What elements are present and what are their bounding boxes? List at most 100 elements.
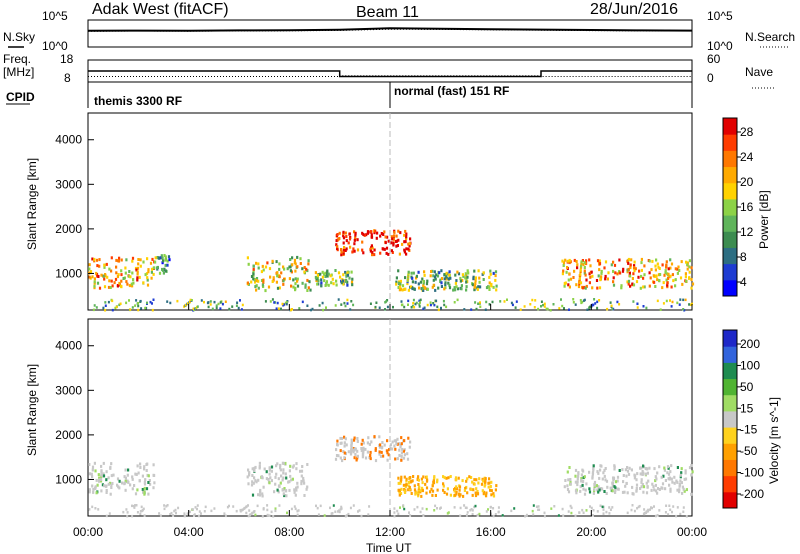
echo-cell	[302, 479, 305, 483]
ground-scatter-cell	[245, 505, 248, 508]
echo-cell	[110, 486, 113, 489]
echo-cell	[282, 476, 285, 480]
nsky-panel: N.Sky 10^5 10^0 10^5 10^0 N.Search	[3, 9, 795, 53]
echo-cell	[490, 282, 493, 286]
echo-cell	[492, 492, 495, 496]
echo-cell	[254, 280, 257, 284]
echo-cell	[105, 491, 108, 494]
ground-scatter-cell	[198, 510, 201, 513]
echo-cell	[614, 271, 617, 275]
echo-cell	[494, 278, 497, 282]
echo-cell	[305, 267, 308, 271]
echo-cell	[288, 480, 291, 484]
ground-scatter-cell	[609, 301, 612, 304]
echo-cell	[251, 480, 254, 484]
echo-cell	[370, 246, 373, 250]
echo-cell	[303, 481, 306, 485]
echo-cell	[393, 230, 396, 234]
ground-scatter-cell	[129, 308, 132, 311]
ground-scatter-cell	[88, 508, 91, 511]
echo-cell	[476, 492, 479, 496]
echo-cell	[648, 466, 651, 470]
echo-cell	[401, 284, 405, 288]
echo-cell	[579, 281, 583, 285]
echo-cell	[267, 285, 271, 289]
echo-cell	[138, 275, 141, 279]
echo-cell	[94, 469, 97, 473]
echo-cell	[577, 474, 580, 478]
echo-cell	[320, 281, 323, 285]
velocity-ylabel: Slant Range [km]	[25, 364, 39, 456]
echo-cell	[660, 475, 663, 479]
ground-scatter-cell	[484, 308, 487, 311]
ground-scatter-cell	[386, 305, 389, 309]
echo-cell	[599, 468, 602, 472]
ground-scatter-cell	[646, 509, 649, 513]
echo-cell	[651, 259, 654, 263]
echo-cell	[133, 484, 136, 487]
ground-scatter-cell	[264, 300, 267, 303]
echo-cell	[629, 263, 632, 267]
ground-scatter-cell	[403, 507, 406, 511]
nsearch-label: N.Search	[745, 30, 795, 44]
freq-left-tick-bottom: 8	[64, 71, 71, 85]
echo-cell	[100, 473, 103, 477]
echo-cell	[642, 276, 645, 280]
echo-cell	[321, 275, 324, 279]
ground-scatter-cell	[276, 301, 279, 305]
ground-scatter-cell	[177, 506, 180, 510]
echo-cell	[561, 259, 564, 263]
echo-cell	[136, 278, 139, 282]
colorbar-tick-label: 20	[740, 175, 754, 189]
echo-cell	[573, 269, 576, 273]
ground-scatter-cell	[296, 513, 299, 517]
ground-scatter-cell	[183, 305, 186, 308]
echo-cell	[294, 277, 297, 281]
echo-cell	[339, 436, 342, 440]
echo-cell	[262, 281, 265, 284]
ground-scatter-cell	[525, 513, 528, 517]
echo-cell	[457, 272, 461, 276]
echo-cell	[662, 281, 665, 285]
echo-cell	[400, 436, 403, 440]
echo-cell	[440, 281, 443, 285]
echo-cell	[600, 271, 603, 275]
echo-cell	[444, 281, 447, 285]
echo-cell	[384, 241, 387, 245]
ground-scatter-cell	[668, 504, 671, 507]
echo-cell	[142, 260, 145, 264]
echo-cell	[124, 476, 127, 480]
echo-cell	[644, 467, 647, 471]
echo-cell	[471, 480, 474, 484]
ground-scatter-cell	[141, 508, 144, 512]
echo-cell	[395, 280, 398, 284]
ground-scatter-cell	[329, 506, 331, 510]
ground-scatter-cell	[131, 504, 133, 508]
echo-cell	[345, 247, 348, 251]
echo-cell	[276, 488, 279, 492]
ground-scatter-cell	[631, 504, 634, 507]
echo-cell	[580, 478, 583, 482]
echo-cell	[621, 269, 625, 273]
y-tick-label: 3000	[55, 177, 82, 191]
ground-scatter-cell	[325, 306, 327, 309]
echo-cell	[413, 488, 417, 492]
echo-cell	[664, 487, 667, 491]
echo-cell	[661, 263, 664, 267]
ground-scatter-cell	[399, 506, 401, 509]
echo-cell	[578, 276, 581, 280]
echo-cell	[95, 258, 99, 262]
echo-cell	[661, 286, 664, 290]
echo-cell	[341, 279, 345, 283]
echo-cell	[93, 280, 96, 284]
ground-scatter-cell	[645, 306, 648, 310]
echo-cell	[664, 271, 667, 275]
echo-cell	[105, 484, 108, 488]
echo-cell	[365, 233, 368, 237]
echo-cell	[630, 468, 633, 472]
ground-scatter-cell	[217, 302, 220, 306]
echo-cell	[576, 483, 579, 487]
echo-cell	[287, 480, 290, 484]
echo-cell	[294, 288, 297, 292]
ground-scatter-cell	[586, 308, 589, 311]
